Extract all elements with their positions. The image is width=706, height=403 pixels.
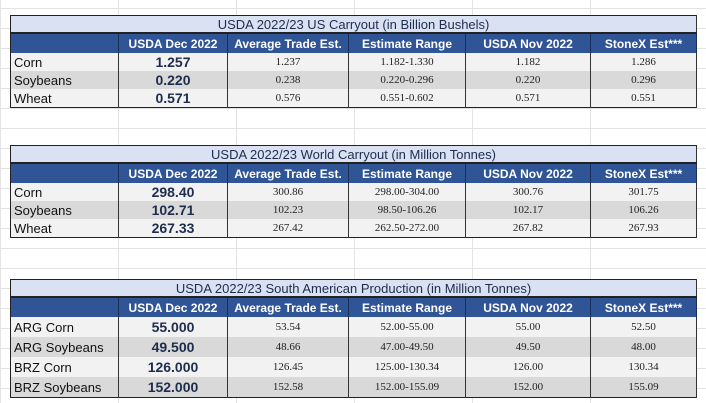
table-title: USDA 2022/23 South American Production (… <box>10 279 698 298</box>
table-cell[interactable]: 155.09 <box>590 377 698 398</box>
table-cell[interactable]: 53.54 <box>227 317 349 337</box>
column-header: USDA Dec 2022 <box>118 33 228 53</box>
table-cell[interactable]: 267.82 <box>465 219 591 238</box>
table-cell[interactable]: 152.00-155.09 <box>348 377 466 398</box>
us-carryout-table: USDA 2022/23 US Carryout (in Billion Bus… <box>10 15 698 108</box>
column-header <box>10 297 119 317</box>
table-cell[interactable]: 0.296 <box>590 71 698 89</box>
row-label[interactable]: ARG Corn <box>10 317 119 337</box>
table-cell[interactable]: 298.40 <box>118 183 228 201</box>
column-header: StoneX Est*** <box>590 297 698 317</box>
column-header: Average Trade Est. <box>227 297 349 317</box>
row-label[interactable]: BRZ Corn <box>10 357 119 377</box>
table-cell[interactable]: 152.00 <box>465 377 591 398</box>
table-cell[interactable]: 125.00-130.34 <box>348 357 466 377</box>
table-row: ARG Corn 55.000 53.54 52.00-55.00 55.00 52.50 <box>10 317 698 337</box>
table-cell[interactable]: 0.551-0.602 <box>348 89 466 108</box>
south-american-production-table: USDA 2022/23 South American Production (… <box>10 279 698 398</box>
table-cell[interactable]: 1.257 <box>118 53 228 71</box>
table-row: BRZ Soybeans 152.000 152.58 152.00-155.09 15… <box>10 377 698 398</box>
table-cell[interactable]: 152.000 <box>118 377 228 398</box>
table-cell[interactable]: 0.220-0.296 <box>348 71 466 89</box>
row-label[interactable]: Soybeans <box>10 201 119 219</box>
table-cell[interactable]: 0.576 <box>227 89 349 108</box>
row-label[interactable]: BRZ Soybeans <box>10 377 119 398</box>
column-header: USDA Dec 2022 <box>118 163 228 183</box>
row-label[interactable]: Corn <box>10 53 119 71</box>
table-cell[interactable]: 49.500 <box>118 337 228 357</box>
column-header: Estimate Range <box>348 297 466 317</box>
row-label[interactable]: Corn <box>10 183 119 201</box>
column-header: USDA Dec 2022 <box>118 297 228 317</box>
table-cell[interactable]: 52.50 <box>590 317 698 337</box>
row-label[interactable]: Wheat <box>10 89 119 108</box>
table-cell[interactable]: 102.23 <box>227 201 349 219</box>
table-cell[interactable]: 126.45 <box>227 357 349 377</box>
row-label[interactable]: Soybeans <box>10 71 119 89</box>
table-row: Corn 298.40 300.86 298.00-304.00 300.76 301.7… <box>10 183 697 201</box>
column-header: USDA Nov 2022 <box>465 163 591 183</box>
row-label[interactable]: Wheat <box>10 219 119 238</box>
table-cell[interactable]: 48.00 <box>590 337 698 357</box>
table-cell[interactable]: 106.26 <box>590 201 697 219</box>
table-cell[interactable]: 52.00-55.00 <box>348 317 466 337</box>
table-cell[interactable]: 152.58 <box>227 377 349 398</box>
table-cell[interactable]: 0.220 <box>465 71 591 89</box>
table-cell[interactable]: 98.50-106.26 <box>348 201 466 219</box>
column-header: StoneX Est*** <box>590 33 698 53</box>
world-carryout-table: USDA 2022/23 World Carryout (in Million … <box>10 145 697 238</box>
table-row: Soybeans 0.220 0.238 0.220-0.296 0.220 0.296 <box>10 71 698 89</box>
table-cell[interactable]: 47.00-49.50 <box>348 337 466 357</box>
table-cell[interactable]: 1.286 <box>590 53 698 71</box>
column-header: StoneX Est*** <box>590 163 697 183</box>
table-title: USDA 2022/23 US Carryout (in Billion Bus… <box>10 15 698 34</box>
table-row: ARG Soybeans 49.500 48.66 47.00-49.50 49.50 4… <box>10 337 698 357</box>
table-cell[interactable]: 301.75 <box>590 183 697 201</box>
table-cell[interactable]: 298.00-304.00 <box>348 183 466 201</box>
table-row: BRZ Corn 126.000 126.45 125.00-130.34 126.00… <box>10 357 698 377</box>
table-cell[interactable]: 1.237 <box>227 53 349 71</box>
table-cell[interactable]: 0.571 <box>118 89 228 108</box>
table-cell[interactable]: 0.551 <box>590 89 698 108</box>
table-row: Corn 1.257 1.237 1.182-1.330 1.182 1.286 <box>10 53 698 71</box>
table-cell[interactable]: 55.00 <box>465 317 591 337</box>
table-cell[interactable]: 102.17 <box>465 201 591 219</box>
column-header: USDA Nov 2022 <box>465 297 591 317</box>
table-cell[interactable]: 0.220 <box>118 71 228 89</box>
table-cell[interactable]: 0.238 <box>227 71 349 89</box>
table-cell[interactable]: 267.93 <box>590 219 697 238</box>
table-cell[interactable]: 102.71 <box>118 201 228 219</box>
table-cell[interactable]: 267.33 <box>118 219 228 238</box>
column-header: Average Trade Est. <box>227 163 349 183</box>
table-cell[interactable]: 267.42 <box>227 219 349 238</box>
column-header: USDA Nov 2022 <box>465 33 591 53</box>
table-title: USDA 2022/23 World Carryout (in Million … <box>10 145 697 164</box>
row-label[interactable]: ARG Soybeans <box>10 337 119 357</box>
table-cell[interactable]: 126.000 <box>118 357 228 377</box>
table-cell[interactable]: 300.76 <box>465 183 591 201</box>
column-header: Average Trade Est. <box>227 33 349 53</box>
table-cell[interactable]: 0.571 <box>465 89 591 108</box>
table-cell[interactable]: 300.86 <box>227 183 349 201</box>
column-header <box>10 33 119 53</box>
table-cell[interactable]: 130.34 <box>590 357 698 377</box>
table-row: Wheat 267.33 267.42 262.50-272.00 267.82 267.… <box>10 219 697 238</box>
column-header <box>10 163 119 183</box>
table-cell[interactable]: 48.66 <box>227 337 349 357</box>
table-row: Soybeans 102.71 102.23 98.50-106.26 102.17 10… <box>10 201 697 219</box>
table-cell[interactable]: 1.182 <box>465 53 591 71</box>
column-header: Estimate Range <box>348 33 466 53</box>
table-cell[interactable]: 49.50 <box>465 337 591 357</box>
table-cell[interactable]: 55.000 <box>118 317 228 337</box>
column-header: Estimate Range <box>348 163 466 183</box>
table-cell[interactable]: 262.50-272.00 <box>348 219 466 238</box>
table-cell[interactable]: 126.00 <box>465 357 591 377</box>
table-row: Wheat 0.571 0.576 0.551-0.602 0.571 0.551 <box>10 89 698 108</box>
table-cell[interactable]: 1.182-1.330 <box>348 53 466 71</box>
